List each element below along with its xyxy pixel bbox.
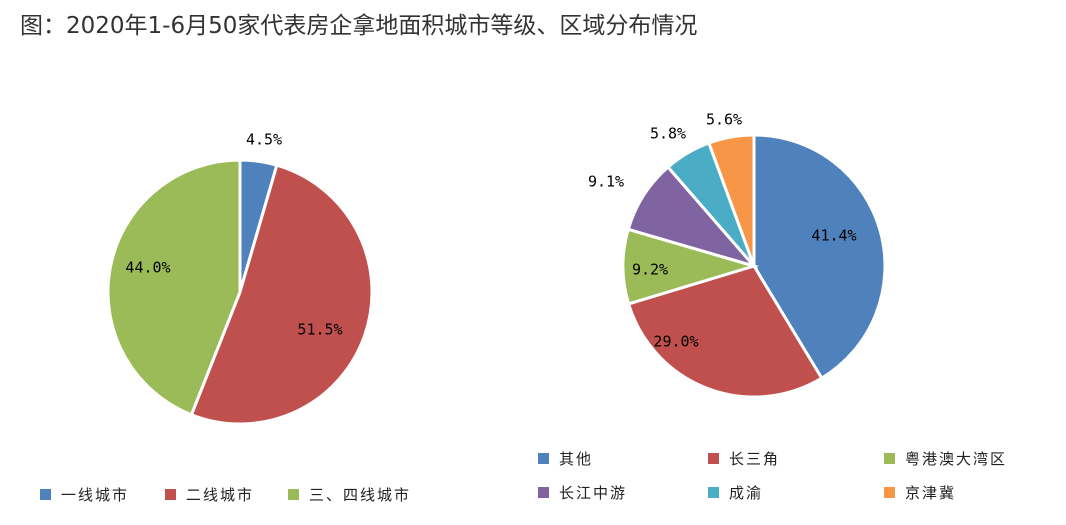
pie2-data-label-3: 9.1% [588, 173, 624, 191]
pie2-legend-item-4: 成渝 [708, 482, 763, 503]
legend-swatch [538, 453, 549, 464]
legend-label: 成渝 [729, 484, 764, 502]
pie2-legend-item-2: 粤港澳大湾区 [884, 448, 1007, 469]
pie2-slice-1 [626, 264, 824, 399]
pie2-legend-item-5: 京津冀 [884, 482, 956, 503]
legend-swatch [884, 453, 895, 464]
pie2-legend-item-3: 长江中游 [538, 482, 627, 503]
legend-label: 长江中游 [559, 484, 628, 502]
pie1-data-label-1: 51.5% [297, 321, 342, 339]
pie1-legend-item-1: 二线城市 [165, 484, 254, 505]
pie1-data-label-2: 44.0% [125, 259, 170, 277]
pie1-slice-2 [106, 158, 242, 417]
legend-swatch [40, 489, 51, 500]
pie2-data-label-1: 29.0% [653, 333, 698, 351]
pie2-legend-item-0: 其他 [538, 448, 593, 469]
legend-swatch [884, 487, 895, 498]
legend-swatch [708, 487, 719, 498]
legend-swatch [538, 487, 549, 498]
legend-label: 三、四线城市 [309, 486, 412, 504]
pie2-slice-5 [706, 133, 756, 267]
legend-label: 京津冀 [905, 484, 957, 502]
legend-label: 一线城市 [61, 486, 130, 504]
legend-swatch [165, 489, 176, 500]
legend-label: 二线城市 [186, 486, 255, 504]
pie2-data-label-4: 5.8% [650, 125, 686, 143]
legend-swatch [288, 489, 299, 500]
pie2-data-label-0: 41.4% [811, 227, 856, 245]
legend-label: 长三角 [729, 450, 781, 468]
legend-label: 粤港澳大湾区 [905, 450, 1008, 468]
chart-title: 图：2020年1-6月50家代表房企拿地面积城市等级、区域分布情况 [20, 13, 698, 39]
pie2-legend-item-1: 长三角 [708, 448, 780, 469]
pie2-data-label-2: 9.2% [632, 261, 668, 279]
pie2-data-label-5: 5.6% [706, 111, 742, 129]
pie1-legend-item-0: 一线城市 [40, 484, 129, 505]
legend-label: 其他 [559, 450, 594, 468]
legend-swatch [708, 453, 719, 464]
pie1-data-label-0: 4.5% [246, 131, 282, 149]
pie1-slice-1 [189, 163, 374, 426]
pie1-legend-item-2: 三、四线城市 [288, 484, 411, 505]
